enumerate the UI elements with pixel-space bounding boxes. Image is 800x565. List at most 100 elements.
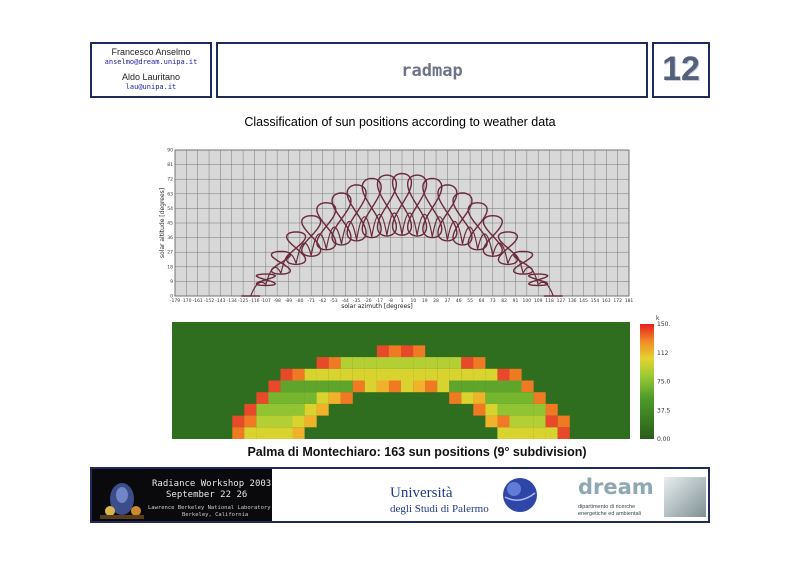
workshop-banner: Radiance Workshop 2003 September 22 26 L… <box>92 469 272 521</box>
x-tick-label: -116 <box>249 298 259 304</box>
heatmap-cell <box>473 380 486 393</box>
heatmap-cell <box>268 427 281 439</box>
heatmap-cell <box>545 415 558 428</box>
heatmap-cell <box>509 403 522 416</box>
heatmap-cell <box>304 403 317 416</box>
heatmap-cell <box>376 380 389 393</box>
heatmap-cell <box>509 427 522 439</box>
heatmap-cell <box>292 368 305 381</box>
heatmap-cell <box>461 368 474 381</box>
dream-name: dream <box>578 475 654 499</box>
heatmap-cell <box>364 380 377 393</box>
heatmap-cell <box>388 368 401 381</box>
heatmap-cell <box>376 357 389 369</box>
heatmap-cell <box>413 345 426 358</box>
heatmap-cell <box>497 368 510 381</box>
x-tick-label: 64 <box>479 298 485 304</box>
x-tick-label: 19 <box>422 298 428 304</box>
y-tick-label: 72 <box>167 177 173 183</box>
sun-path-loop <box>497 231 518 266</box>
university-subname: degli Studi di Palermo <box>390 503 489 515</box>
dream-subtitle: dipartimento di ricerche <box>578 504 636 510</box>
x-tick-label: -179 <box>170 298 180 304</box>
heatmap-cell <box>364 357 377 369</box>
author-email-link[interactable]: anselmo@dream.unipa.it <box>104 58 198 66</box>
heatmap-cell <box>437 357 450 369</box>
heatmap-cell <box>485 392 498 404</box>
x-tick-label: -134 <box>227 298 237 304</box>
y-tick-label: 27 <box>167 250 173 256</box>
sun-path-segment <box>537 281 554 297</box>
heatmap-cell <box>521 403 534 416</box>
heatmap-cell <box>521 380 534 393</box>
heatmap-cell <box>401 345 414 358</box>
heatmap-cell <box>401 368 414 381</box>
heatmap-cell <box>557 415 570 428</box>
x-tick-label: -107 <box>261 298 271 304</box>
heatmap-cell <box>388 345 401 358</box>
heatmap-cell <box>521 392 534 404</box>
sun-path-loop <box>482 215 503 258</box>
heatmap-cell <box>316 357 329 369</box>
heatmap-cell <box>280 380 293 393</box>
x-tick-label: -161 <box>193 298 203 304</box>
heatmap-cell <box>473 368 486 381</box>
heatmap-cell <box>388 357 401 369</box>
heatmap-cell <box>352 380 365 393</box>
heatmap-cell <box>316 392 329 404</box>
heatmap-cell <box>328 380 341 393</box>
heatmap-cell <box>316 403 329 416</box>
sun-path-segment <box>386 212 403 236</box>
heatmap-cell <box>509 415 522 428</box>
sun-path-loop <box>467 202 488 251</box>
heatmap-cell <box>256 403 269 416</box>
sun-path-loop <box>452 192 473 246</box>
workshop-lamp-icon <box>100 483 144 519</box>
x-tick-label: 28 <box>433 298 439 304</box>
heatmap-cell <box>268 392 281 404</box>
y-tick-label: 63 <box>167 191 173 197</box>
heatmap-cell <box>425 368 438 381</box>
heatmap-cell <box>268 415 281 428</box>
sun-path-segment <box>250 281 267 297</box>
heatmap-cell <box>364 368 377 381</box>
x-tick-label: 100 <box>523 298 532 304</box>
heatmap-cell <box>280 392 293 404</box>
x-tick-label: -89 <box>285 298 292 304</box>
heatmap-cell <box>497 415 510 428</box>
colorbar <box>640 324 654 439</box>
author-email-link[interactable]: lau@unipa.it <box>125 83 177 91</box>
heatmap-cell <box>485 403 498 416</box>
workshop-lab: Lawrence Berkeley National Laboratory <box>148 505 271 511</box>
title-box: radmap <box>216 42 648 98</box>
heatmap-cell <box>485 368 498 381</box>
colorbar-tick-label: 112 <box>657 350 669 357</box>
sun-path-loop <box>513 250 534 275</box>
x-tick-label: -44 <box>342 298 349 304</box>
x-tick-label: 109 <box>534 298 543 304</box>
sun-path-loop <box>255 273 276 287</box>
colorbar-tick-label: 75.0 <box>657 379 671 386</box>
sun-path-segment <box>265 266 282 285</box>
heatmap-cell <box>352 357 365 369</box>
colorbar-tick-label: 37.5 <box>657 407 671 414</box>
sun-path-segment <box>310 233 327 256</box>
heatmap-cell <box>280 415 293 428</box>
x-tick-label: 172 <box>613 298 622 304</box>
heatmap-cell <box>521 415 534 428</box>
sun-path-segment <box>371 213 388 237</box>
x-tick-label: -8 <box>388 298 393 304</box>
university-logo: Università degli Studi di Palermo <box>388 473 538 521</box>
heatmap-cell <box>328 368 341 381</box>
heatmap-cell <box>280 427 293 439</box>
heatmap-cell <box>497 380 510 393</box>
x-tick-label: -17 <box>376 298 383 304</box>
authors-box: Francesco Anselmo anselmo@dream.unipa.it… <box>90 42 212 98</box>
x-tick-label: 181 <box>625 298 634 304</box>
colorbar-label: k <box>656 315 660 322</box>
heatmap-cell <box>497 392 510 404</box>
heatmap-cell <box>533 403 546 416</box>
x-tick-label: -35 <box>353 298 360 304</box>
heatmap-cell <box>328 392 341 404</box>
heatmap-cell <box>533 415 546 428</box>
